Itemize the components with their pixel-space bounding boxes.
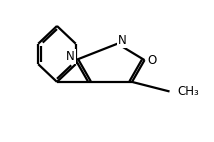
Text: O: O <box>147 54 156 67</box>
Text: N: N <box>118 34 127 47</box>
Text: N: N <box>66 50 75 63</box>
Text: CH₃: CH₃ <box>178 85 200 98</box>
